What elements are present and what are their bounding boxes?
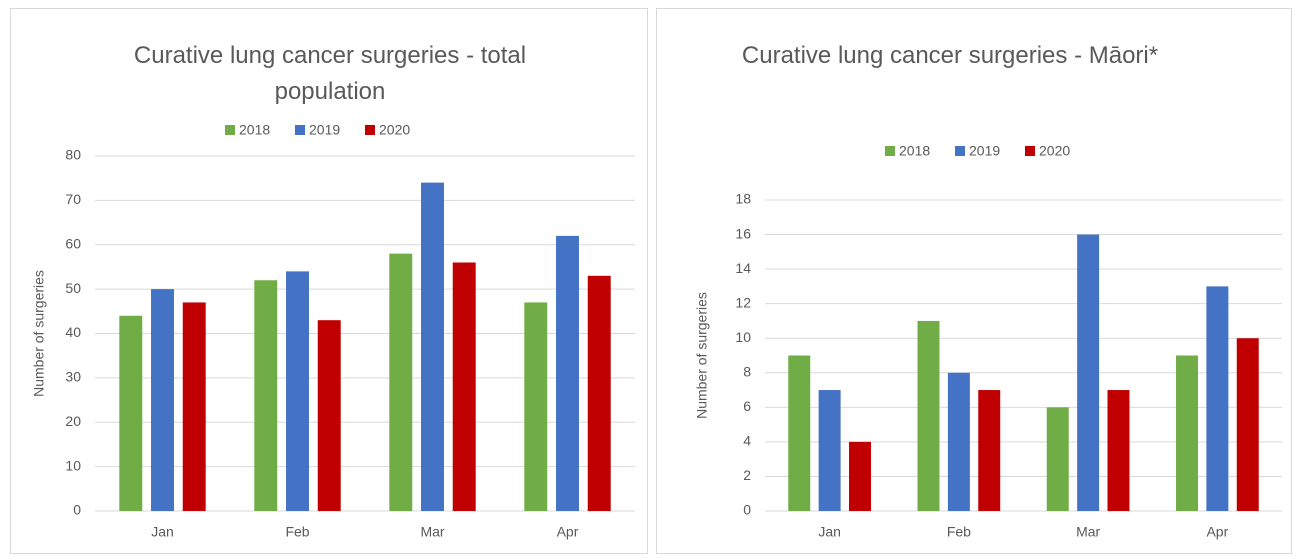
bar <box>452 262 476 511</box>
bar <box>389 253 413 511</box>
bar <box>286 271 309 511</box>
chart-panel <box>10 8 648 554</box>
y-tick-label: 4 <box>743 433 751 449</box>
legend-swatch <box>885 146 895 156</box>
y-tick-label: 0 <box>743 502 751 518</box>
y-tick-label: 8 <box>743 363 751 379</box>
legend-label: 2019 <box>309 122 340 138</box>
y-tick-label: 14 <box>735 260 751 276</box>
legend-swatch <box>295 125 305 135</box>
x-tick-label: Jan <box>818 524 841 540</box>
y-tick-label: 60 <box>65 235 81 251</box>
bar <box>917 320 940 511</box>
legend-label: 2018 <box>899 143 930 159</box>
legend-swatch <box>365 125 375 135</box>
legend-swatch <box>955 146 965 156</box>
y-tick-label: 20 <box>65 413 81 429</box>
bar <box>947 372 970 511</box>
y-tick-label: 0 <box>73 502 81 518</box>
bar <box>849 441 871 511</box>
chart-title: Curative lung cancer surgeries - Māori* <box>741 42 1159 69</box>
x-tick-label: Apr <box>1206 524 1228 540</box>
legend-swatch <box>225 125 235 135</box>
x-tick-label: Jan <box>151 524 174 540</box>
y-tick-label: 10 <box>735 329 751 345</box>
y-tick-label: 50 <box>65 280 81 296</box>
legend-label: 2020 <box>1039 143 1070 159</box>
bar <box>1077 234 1100 512</box>
y-tick-label: 40 <box>65 324 81 340</box>
bar <box>317 320 341 511</box>
bar <box>182 302 206 511</box>
y-tick-label: 80 <box>65 147 81 163</box>
y-tick-label: 2 <box>743 467 751 483</box>
y-tick-label: 6 <box>743 398 751 414</box>
bar <box>151 289 174 511</box>
bar <box>556 235 579 511</box>
y-axis-label: Number of surgeries <box>31 270 47 397</box>
bar <box>1107 390 1130 511</box>
bar <box>1236 338 1259 511</box>
legend-label: 2019 <box>969 143 1000 159</box>
bar <box>1206 286 1229 511</box>
x-tick-label: Mar <box>1076 524 1100 540</box>
bar <box>421 182 444 511</box>
legend-swatch <box>1025 146 1035 156</box>
y-tick-label: 70 <box>65 191 81 207</box>
y-tick-label: 16 <box>735 225 751 241</box>
y-tick-label: 10 <box>65 457 81 473</box>
chart-title: Curative lung cancer surgeries - total p… <box>133 42 527 105</box>
bar <box>818 390 841 511</box>
bar <box>524 302 548 511</box>
bar <box>1176 355 1198 511</box>
x-tick-label: Mar <box>420 524 444 540</box>
bar <box>254 280 278 511</box>
bar <box>119 315 143 511</box>
bar <box>788 355 811 511</box>
x-tick-label: Feb <box>947 524 971 540</box>
y-axis-label: Number of surgeries <box>694 292 710 419</box>
y-tick-label: 12 <box>735 294 751 310</box>
bar <box>587 275 611 511</box>
x-tick-label: Feb <box>285 524 309 540</box>
bar <box>978 390 1001 511</box>
x-tick-label: Apr <box>557 524 579 540</box>
legend-label: 2020 <box>379 122 410 138</box>
bar <box>1046 407 1069 511</box>
y-tick-label: 18 <box>735 191 751 207</box>
chart-panel <box>656 8 1292 554</box>
legend-label: 2018 <box>239 122 270 138</box>
y-tick-label: 30 <box>65 369 81 385</box>
